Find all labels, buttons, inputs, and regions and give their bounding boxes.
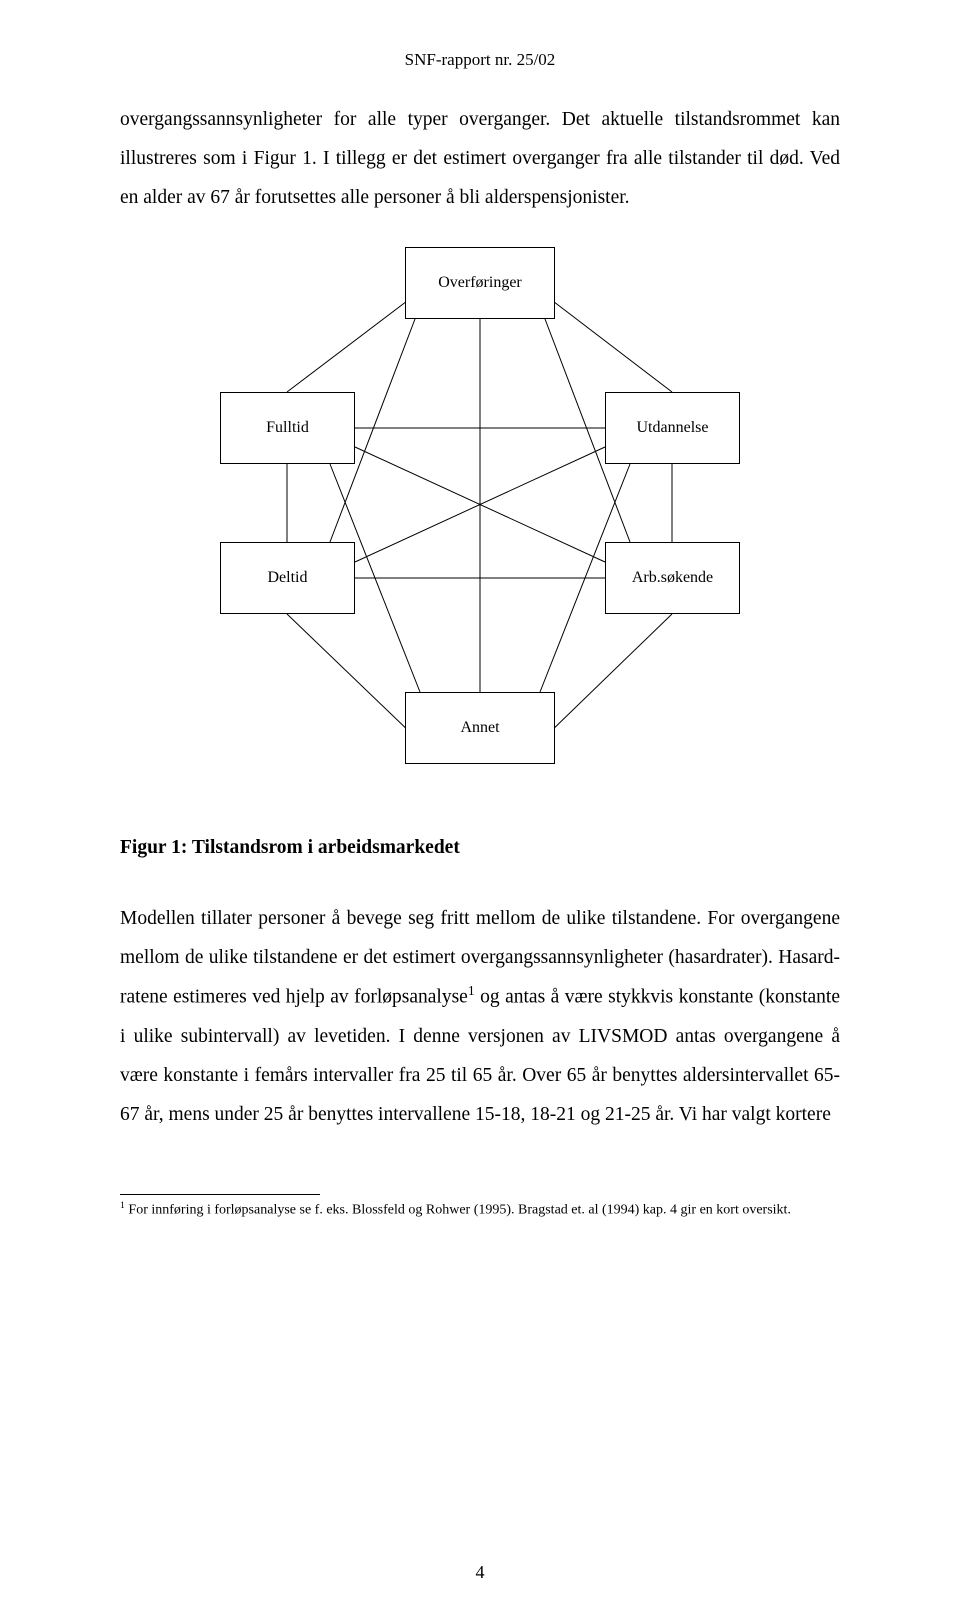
diagram-node-fl: Fulltid: [220, 392, 355, 464]
page-number: 4: [0, 1562, 960, 1583]
state-diagram: Overføringer Fulltid Utdannelse Deltid Arb.s…: [220, 247, 740, 797]
footnote-ref-1: 1: [468, 983, 475, 998]
diagram-edge: [287, 614, 415, 737]
diagram-edge: [287, 295, 415, 392]
diagram-edge: [545, 295, 672, 392]
diagram-node-bot: Annet: [405, 692, 555, 764]
diagram-node-ml: Deltid: [220, 542, 355, 614]
report-header: SNF-rapport nr. 25/02: [120, 50, 840, 70]
footnote-1: 1 For innføring i forløpsanalyse se f. e…: [120, 1199, 840, 1220]
paragraph-1: overgangssannsynligheter for alle typer …: [120, 100, 840, 217]
diagram-edge: [545, 614, 672, 737]
figure-caption: Figur 1: Tilstandsrom i arbeidsmarkedet: [120, 837, 840, 859]
diagram-node-mr: Arb.søkende: [605, 542, 740, 614]
footnote-text: For innføring i forløpsanalyse se f. eks…: [125, 1202, 791, 1217]
paragraph-2: Modellen tillater personer å bevege seg …: [120, 899, 840, 1134]
footnote-rule: [120, 1194, 320, 1195]
diagram-node-fr: Utdannelse: [605, 392, 740, 464]
diagram-node-top: Overføringer: [405, 247, 555, 319]
